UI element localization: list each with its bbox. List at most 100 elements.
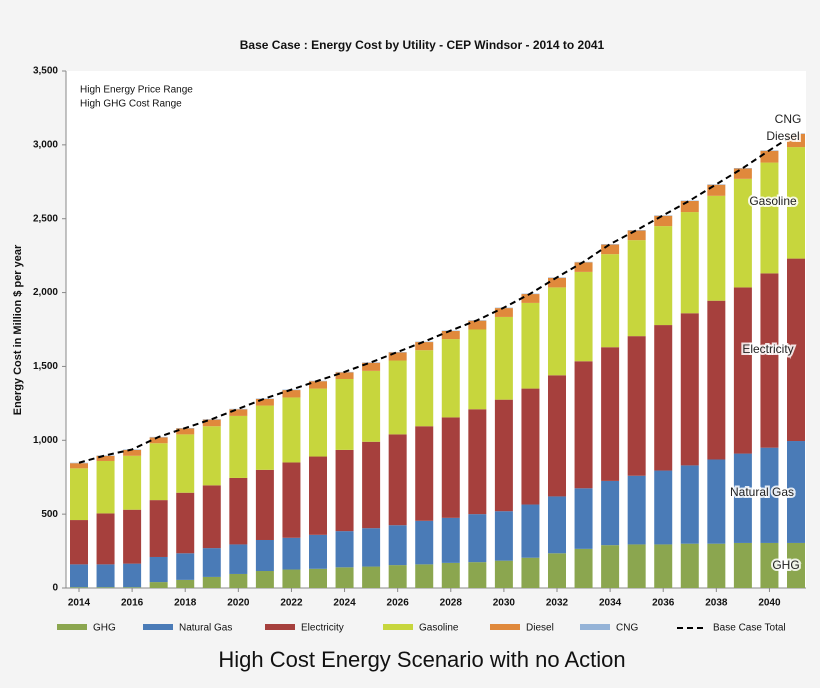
bar-segment [70,520,88,565]
bar-segment [601,480,620,546]
y-axis-label: Energy Cost in Million $ per year [12,244,24,415]
bar-segment [574,271,593,362]
bar-segment [70,468,88,521]
annotation: High Energy Price Range [80,85,193,96]
legend-label: Gasoline [419,623,459,634]
bar-segment [96,564,115,588]
annotation: High GHG Cost Range [80,99,182,110]
bar-segment [309,534,327,569]
bar-segment [362,370,381,442]
bar-segment [574,548,593,588]
bar-segment [707,195,726,301]
bar-segment [601,545,620,588]
bar-segment [388,434,407,526]
bar-segment [123,509,142,564]
bar-segment [415,426,434,521]
bar-segment [494,308,513,317]
bar-segment [309,568,327,588]
bar-segment [707,300,726,460]
bar-segment [388,525,407,566]
bar-segment [123,455,142,510]
legend-label: CNG [616,623,638,634]
bar-segment [441,562,460,588]
x-tick-label: 2038 [705,598,728,609]
y-tick-label: 1,500 [33,361,58,372]
bar-segment [468,562,487,588]
x-tick-label: 2018 [174,598,197,609]
bar-segment [282,537,301,570]
bar-segment [680,313,699,466]
bar-segment [707,184,726,196]
legend-swatch [265,624,295,630]
bar-segment [787,133,805,148]
x-tick-label: 2028 [440,598,463,609]
bar-segment [494,560,513,588]
bar-segment [388,352,407,361]
bar-segment [521,388,540,505]
bar-segment [123,449,142,456]
bar-segment [149,443,168,501]
bar-segment [521,557,540,588]
bar-segment [627,240,646,337]
bar-segment [388,565,407,588]
bar-segment [760,162,779,274]
bar-segment [335,372,354,379]
y-tick-label: 500 [41,509,58,520]
total-line [78,132,797,464]
series-label: CNG [775,112,802,126]
bar-segment [282,462,301,538]
series-label: Electricity [742,342,793,356]
x-tick-label: 2034 [599,598,622,609]
bar-segment [548,277,566,288]
bar-segment [441,517,460,563]
bar-segment [468,329,487,410]
bar-segment [415,520,434,565]
bar-segment [415,342,434,351]
x-tick-label: 2032 [546,598,569,609]
bar-segment [335,531,354,568]
x-tick-label: 2022 [280,598,303,609]
bar-segment [176,579,195,588]
bar-segment [149,500,168,557]
bar-segment [202,548,221,577]
bar-segment [627,230,646,241]
bar-segment [282,390,301,398]
bar-segment [282,569,301,588]
y-tick-label: 1,000 [33,435,58,446]
bar-segment [255,469,274,540]
bar-segment [760,273,779,448]
series-label: Natural Gas [730,485,794,499]
bar-segment [627,544,646,588]
bar-segment [415,564,434,588]
bar-segment [149,437,168,444]
bar-segment [574,262,593,272]
bar-segment [123,587,142,588]
bar-segment [733,542,752,588]
bar-segment [96,460,115,514]
bar-segment [548,496,566,554]
bar-segment [309,381,327,389]
bar-segment [229,409,248,416]
bar-segment [521,294,540,303]
legend-swatch [143,624,173,630]
bar-segment [441,417,460,518]
bar-segment [680,212,699,314]
legend-swatch [383,624,413,630]
legend-label: Diesel [526,623,554,634]
bar-segment [309,456,327,535]
bar-segment [255,539,274,572]
bar-segment [202,419,221,427]
caption: High Cost Energy Scenario with no Action [218,647,625,672]
bar-segment [521,302,540,389]
x-tick-label: 2030 [493,598,516,609]
legend-swatch [490,624,520,630]
bar-segment [255,571,274,588]
bar-segment [733,168,752,179]
x-tick-label: 2036 [652,598,675,609]
bar-segment [574,361,593,489]
bar-segment [787,441,805,543]
bar-segment [787,147,805,259]
legend-label: Base Case Total [713,623,786,634]
legend-swatch [57,624,87,630]
